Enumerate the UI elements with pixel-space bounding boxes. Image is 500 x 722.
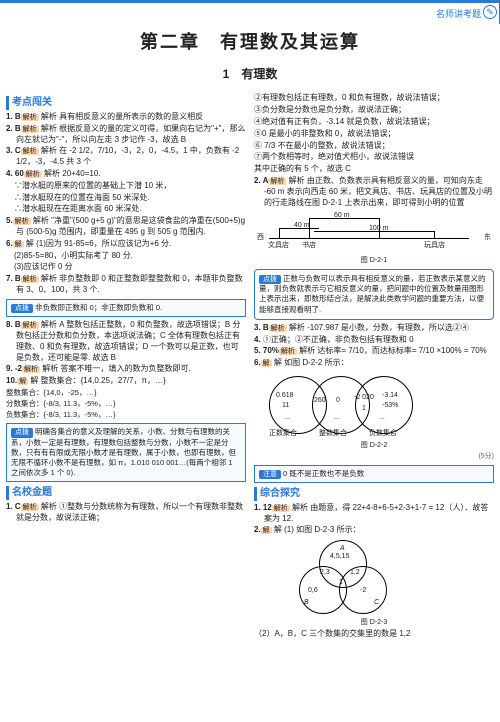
q4b: ∴潜水艇现在的位置在海面 50 米深处.	[6, 193, 246, 204]
r4: ⑤0 是最小的非整数和 0，故说法错误；	[254, 129, 494, 140]
r3: ④绝对值有正有负，-3.14 就是负数，故说法错误；	[254, 117, 494, 128]
r2: ③负分数是分数也是负分数，故说法正确；	[254, 105, 494, 116]
subhead-kaodian: 考点闯关	[6, 96, 246, 110]
q8: 8. B解析 解析 A 整数包括正整数，0 和负整数，故选项错误；B 分数包括正…	[6, 320, 246, 363]
q4: 4. 60解析 解析 20+40=10.	[6, 169, 246, 180]
left-column: 考点闯关 1. B解析 解析 具有相反意义的量所表示的数的意义相反 2. B解析…	[6, 92, 246, 640]
edit-icon: ✎	[483, 5, 497, 19]
q10: 10.解 解 整数集合：{14,0.25，27/7，π，…}	[6, 376, 246, 387]
q1e: 1. 12解析 解析 由题意，得 22+4-8+6-5+2-3+1-7 = 12…	[254, 503, 494, 525]
r1: ②有理数包括正有理数，0 和负有理数，故说法错误；	[254, 93, 494, 104]
fig1-caption: 图 D-2-1	[254, 256, 494, 265]
q3: 3. C解析 解析 在 -2 1/2，7/10，-3，2，0，-4.5，1 中，…	[6, 146, 246, 168]
r6: ⑦两个数相等时，绝对值犬相小，故说法错误	[254, 152, 494, 163]
tip-box-2: 点拨明确各集合的意义及理解的关系，小数、分数与有理数的关系，小数一定是有理数，有…	[6, 423, 246, 482]
tip-box-1: 点拨非负数即正数和 0；非正数即负数和 0.	[6, 299, 246, 317]
fig3-caption: 图 D-2-3	[254, 618, 494, 627]
q9: 9. -2解析 解析 答案不唯一，填入的数为负整数即可.	[6, 364, 246, 375]
q6bq: 6.解 解 如图 D-2-2 所示：	[254, 358, 494, 369]
q6: 6.解 解 (1)因为 91-85=6，所以应该记为+6 分.	[6, 239, 246, 250]
r5: ⑥ 7/3 不在最小的整数，故说法错误；	[254, 141, 494, 152]
q4a: ∵潜水艇的原来的位置的基础上下潜 10 米，	[6, 181, 246, 192]
q2e-final: （2）A，B，C 三个数集的交集里的数是 1,2	[254, 629, 494, 640]
venn-2-circles: 0.618 11 260 0 -2 020 -3.14 1 ... ... ..…	[254, 371, 494, 439]
subhead-zonghe: 综合探究	[254, 487, 494, 501]
q2a: 2. A解析 解析 由正数、负数表示具有相反意义的量，可知向东走 -60 m 表…	[254, 176, 494, 208]
subhead-mingxiao: 名校金题	[6, 486, 246, 500]
r7: 其中正确的有 5 个，故选 C	[254, 164, 494, 175]
score-5: (5分)	[254, 452, 494, 461]
q4b: 4. ①正确；②不正确，非负数包括有理数和 0	[254, 335, 494, 346]
q6b: (3)应该记作 0 分	[6, 262, 246, 273]
q5: 5.解析 解析 "净重"(500 g+5 g)"的意思是这袋食盐的净重在(500…	[6, 216, 246, 238]
q1c: 1. C解析 解析 ①整数与分数统称为有理数，所以一个有理数非整数就是分数，故说…	[6, 502, 246, 524]
set3: 负数集合：{-8/3, 11.3，-5%，…}	[6, 410, 246, 420]
venn-3-circles: A B C 4,5,15 2,3 1,2 1 0,6 -2	[254, 538, 494, 616]
section-title: 1 有理数	[0, 66, 500, 82]
q5b: 5. 70%解析 解析 达标率= 7/10，而达标标率= 7/10 ×100% …	[254, 346, 494, 357]
q2e: 2.解 解 (1) 如图 D-2-3 所示：	[254, 525, 494, 536]
tip-box-3: 点拨正数与负数可以表示具有相反意义的量，若正数表示某意义的量，则负数就表示与它相…	[254, 269, 494, 320]
note-box: 注意0 既不是正数也不是负数	[254, 465, 494, 483]
set2: 分数集合：{-8/3, 11.3，-5%，…}	[6, 399, 246, 409]
number-line-diagram: 60 m 40 m 100 m 西 东 文具店 书店 玩具店	[254, 211, 494, 253]
header-brand: 名师讲考题	[436, 8, 481, 20]
set1: 整数集合：{14,0，-25，…}	[6, 388, 246, 398]
q4c: ∴潜水艇现在在距离水面 60 米深处.	[6, 204, 246, 215]
q1: 1. B解析 解析 具有相反意义的量所表示的数的意义相反	[6, 112, 246, 123]
q7: 7. B解析 解析 非负整数即 0 和正整数即整整数和 0，本题非负整数有 3、…	[6, 274, 246, 296]
chapter-title: 第二章 有理数及其运算	[0, 30, 500, 54]
q3b: 3. B解析 解析 -107.987 是小数，分数，有理数，所以选②④	[254, 323, 494, 334]
fig2-caption: 图 D-2-2	[254, 441, 494, 450]
q6a: (2)85-5=80，小明实际考了 80 分.	[6, 251, 246, 262]
right-column: ②有理数包括正有理数，0 和负有理数，故说法错误； ③负分数是分数也是负分数，故…	[254, 92, 494, 640]
q2: 2. B解析 解析 根据反意义的量的定义可得，如果向右记为"+"，那么向左就记为…	[6, 124, 246, 146]
